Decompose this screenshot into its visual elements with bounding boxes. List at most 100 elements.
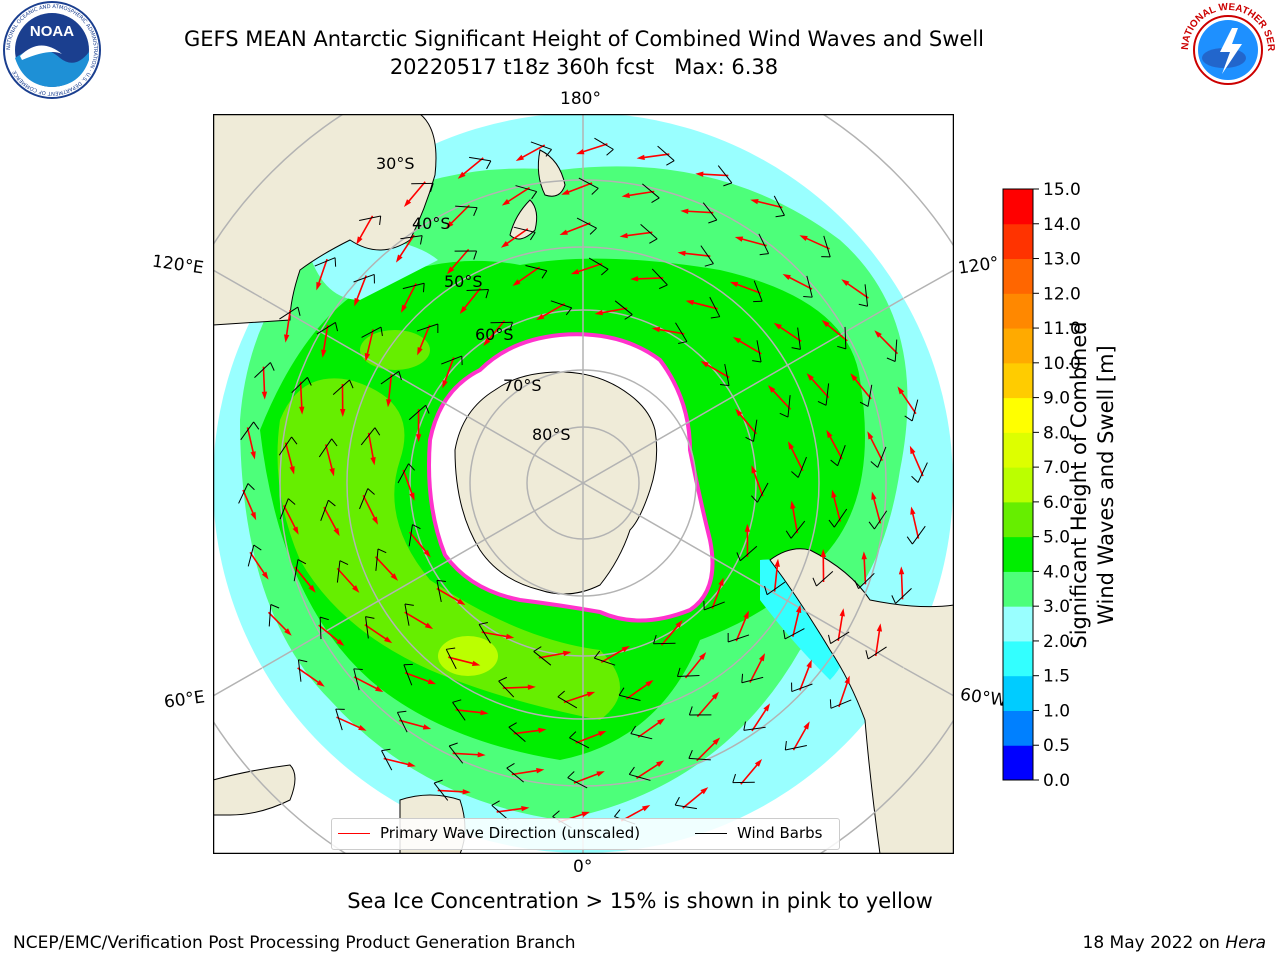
wave-direction-arrow	[538, 650, 572, 659]
lon-label-0: 0°	[573, 857, 593, 877]
wind-barb	[791, 327, 801, 350]
red-line-swatch	[338, 832, 370, 834]
wind-barb	[359, 215, 382, 225]
wind-barb	[906, 525, 926, 545]
wind-barb	[238, 483, 255, 504]
wave-direction-arrow	[399, 719, 432, 730]
lat-label-70s: 70°S	[503, 376, 542, 395]
wind-barbs-layer	[238, 137, 928, 829]
wave-direction-arrow	[502, 684, 536, 690]
colorbar-block	[1003, 328, 1033, 364]
wave-direction-arrow	[364, 329, 374, 362]
wave-direction-arrow	[831, 489, 842, 522]
colorbar-tick-label: 13.0	[1043, 250, 1081, 270]
wind-barb	[353, 668, 363, 691]
wave-direction-arrow	[871, 491, 882, 524]
wave-direction-arrow	[561, 182, 593, 195]
wind-barb	[688, 749, 711, 761]
wind-barb	[751, 482, 769, 503]
new-zealand-land	[509, 149, 566, 240]
lat-label-40s: 40°S	[412, 214, 451, 233]
colorbar-ticks: 0.0 0.5 1.0 1.5 2.0 3.0 4.0 5.0 6.0 7.0 8.0 9.0 10.0…	[1033, 180, 1081, 790]
wind-barb	[513, 226, 536, 241]
wind-barb	[530, 141, 552, 157]
wave-direction-arrow	[316, 258, 328, 291]
wave-direction-arrow	[354, 275, 367, 307]
colorbar-tick-label: 0.5	[1043, 736, 1070, 756]
wave-direction-arrow	[636, 153, 670, 161]
wave-direction-arrow	[790, 500, 799, 534]
wave-direction-arrow	[767, 385, 792, 410]
wind-barb	[525, 264, 548, 279]
wave-direction-arrow	[682, 787, 709, 809]
legend-label-wind-barbs: Wind Barbs	[737, 824, 823, 842]
colorbar-tick-label: 12.0	[1043, 284, 1081, 304]
wind-barb	[785, 520, 806, 539]
wind-barb	[318, 438, 338, 458]
wind-barb	[360, 427, 381, 446]
wave-direction-arrow	[386, 374, 393, 408]
wave-direction-arrow	[861, 551, 867, 585]
wave-direction-arrow	[483, 320, 506, 347]
colorbar-tick-label: 1.5	[1043, 667, 1070, 687]
wind-barb	[904, 399, 919, 422]
wave-direction-arrow	[455, 709, 489, 716]
wind-barb	[854, 572, 875, 589]
colorbar-block	[1003, 189, 1033, 225]
wind-barb	[732, 773, 755, 784]
wind-barb	[657, 145, 675, 166]
wave-direction-arrow	[792, 721, 810, 751]
wind-barb	[720, 363, 730, 387]
lon-label-180: 180°	[560, 89, 601, 109]
wave-direction-arrow	[788, 441, 804, 472]
wind-barb	[332, 379, 354, 395]
black-line-swatch	[695, 832, 727, 834]
legend-label-wave-direction: Primary Wave Direction (unscaled)	[380, 824, 641, 842]
wave-direction-arrow	[874, 330, 899, 355]
wind-barb	[703, 600, 725, 611]
wind-barb	[336, 560, 349, 583]
wind-barb	[675, 322, 688, 345]
sea-ice-caption: Sea Ice Concentration > 15% is shown in …	[347, 889, 933, 913]
wind-barb	[557, 690, 578, 709]
wave-direction-arrow	[353, 676, 384, 693]
wind-barb	[361, 326, 383, 338]
colorbar-tick-label: 3.0	[1043, 597, 1070, 617]
colorbar-block	[1003, 362, 1033, 399]
wind-barb	[628, 766, 651, 781]
colorbar-label: Significant Height of Combined Wind Wave…	[1066, 275, 1126, 695]
wave-direction-arrow	[415, 409, 422, 443]
wind-barb	[865, 646, 887, 660]
wind-barb	[411, 182, 434, 193]
wind-barb	[803, 275, 813, 298]
nws-logo: NATIONAL WEATHER SERVICE	[1176, 0, 1276, 98]
wind-barb	[911, 462, 928, 483]
wind-barb	[408, 524, 421, 547]
lat-label-60s: 60°S	[475, 325, 514, 344]
colorbar-tick-label: 1.0	[1043, 701, 1070, 721]
colorbar-block	[1003, 432, 1033, 468]
wave-direction-arrow	[685, 300, 718, 310]
wind-barb	[653, 635, 676, 645]
colorbar-block	[1003, 536, 1033, 572]
wind-barb	[365, 616, 375, 639]
wind-barb	[293, 559, 307, 582]
wave-direction-arrow	[496, 805, 530, 813]
wind-barb	[779, 395, 791, 418]
wave-direction-arrow	[267, 611, 292, 636]
wind-barb	[858, 284, 869, 307]
wave-direction-arrow	[732, 337, 762, 355]
wind-barb	[886, 339, 898, 362]
south-america-land	[769, 548, 954, 854]
wind-barb	[455, 205, 478, 217]
wave-direction-arrow	[792, 604, 802, 637]
footer-date: 18 May 2022 on Hera	[1083, 933, 1267, 953]
wave-direction-arrow	[735, 610, 749, 642]
wave-direction-arrow	[513, 727, 547, 735]
wind-barb	[593, 650, 616, 666]
wave-direction-arrow	[340, 383, 346, 417]
colorbar-block	[1003, 258, 1033, 294]
wind-barb	[416, 323, 439, 333]
wave-direction-arrow	[740, 758, 763, 785]
wind-barb	[791, 682, 813, 693]
